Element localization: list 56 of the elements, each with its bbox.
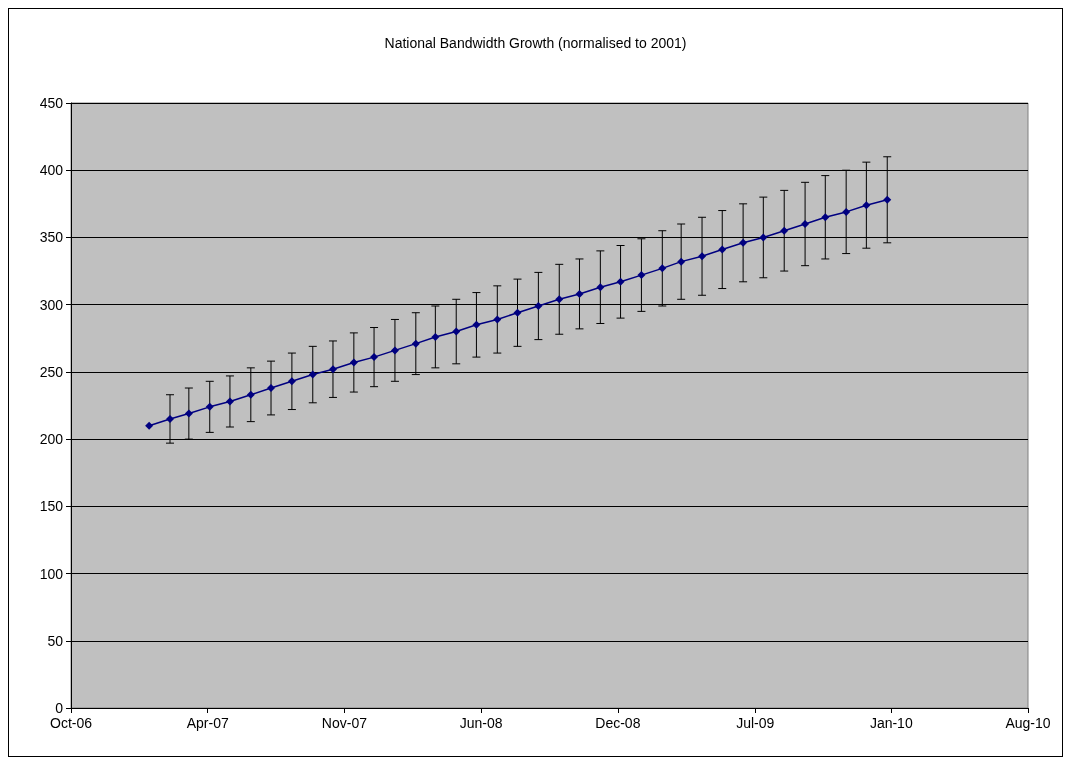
point (575, 289, 584, 298)
point (739, 238, 748, 247)
point (267, 384, 276, 393)
point (513, 308, 522, 317)
y-tick-label: 350 (39, 229, 64, 246)
point (205, 402, 214, 411)
y-tick-label: 300 (39, 296, 64, 313)
point (555, 295, 564, 304)
x-tick-label: Jun-08 (459, 715, 503, 731)
y-tick-label: 0 (55, 700, 64, 716)
y-tick-label: 50 (47, 632, 64, 649)
y-tick-label: 250 (39, 363, 64, 380)
point (883, 195, 892, 204)
point (166, 414, 174, 423)
point (637, 271, 646, 280)
point (328, 365, 337, 374)
x-tick-label: Oct-06 (49, 715, 93, 731)
x-tick-label: Jul-09 (736, 715, 775, 731)
x-tick-label: Aug-10 (1005, 715, 1051, 731)
point (452, 327, 461, 336)
point (370, 353, 379, 362)
point (390, 346, 399, 355)
point (801, 220, 810, 228)
x-tick-label: Apr-07 (186, 715, 229, 731)
point (780, 226, 789, 235)
x-tick-label: Jan-10 (869, 715, 913, 731)
point (493, 315, 502, 324)
x-tick-label: Nov-07 (321, 715, 368, 731)
point (718, 245, 727, 254)
y-tick-label: 100 (39, 565, 64, 582)
point (842, 207, 851, 216)
point (308, 370, 317, 379)
y-tick-label: 200 (39, 431, 64, 448)
y-tick-label: 400 (39, 162, 64, 179)
point (677, 257, 686, 266)
point (431, 332, 440, 341)
chart-title: National Bandwidth Growth (normalised to 2001) (384, 35, 687, 51)
point (349, 358, 358, 367)
point (759, 233, 768, 242)
point (287, 377, 296, 386)
y-tick-label: 450 (39, 95, 64, 111)
point (821, 213, 830, 222)
point (698, 252, 707, 261)
point (225, 397, 234, 406)
point (472, 320, 481, 329)
y-tick-label: 150 (39, 498, 64, 515)
point (534, 302, 543, 311)
x-tick-label: Dec-08 (595, 715, 641, 731)
point (596, 283, 605, 292)
point (862, 201, 871, 210)
point (184, 409, 193, 418)
point (145, 421, 154, 430)
point (658, 264, 667, 273)
point (616, 277, 625, 286)
point (411, 339, 420, 348)
point (246, 390, 255, 399)
